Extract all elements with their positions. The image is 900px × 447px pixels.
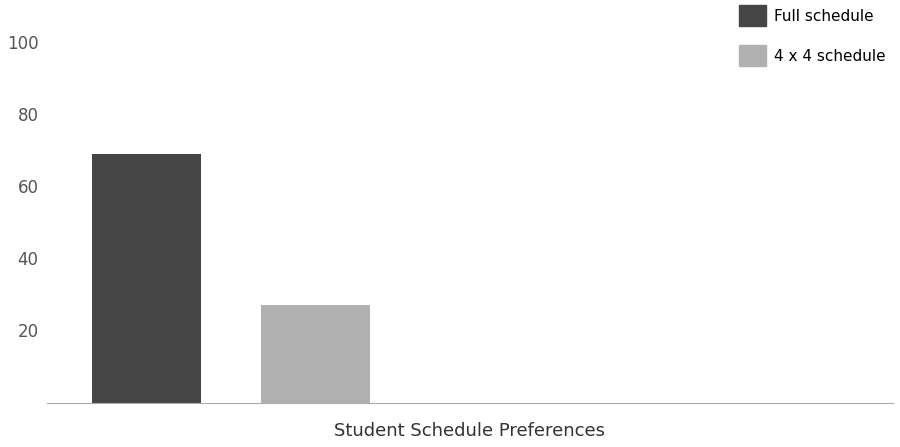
Legend: Full schedule, 4 x 4 schedule: Full schedule, 4 x 4 schedule xyxy=(739,5,886,67)
Bar xyxy=(92,154,202,403)
Bar xyxy=(261,305,371,403)
X-axis label: Student Schedule Preferences: Student Schedule Preferences xyxy=(335,422,606,440)
